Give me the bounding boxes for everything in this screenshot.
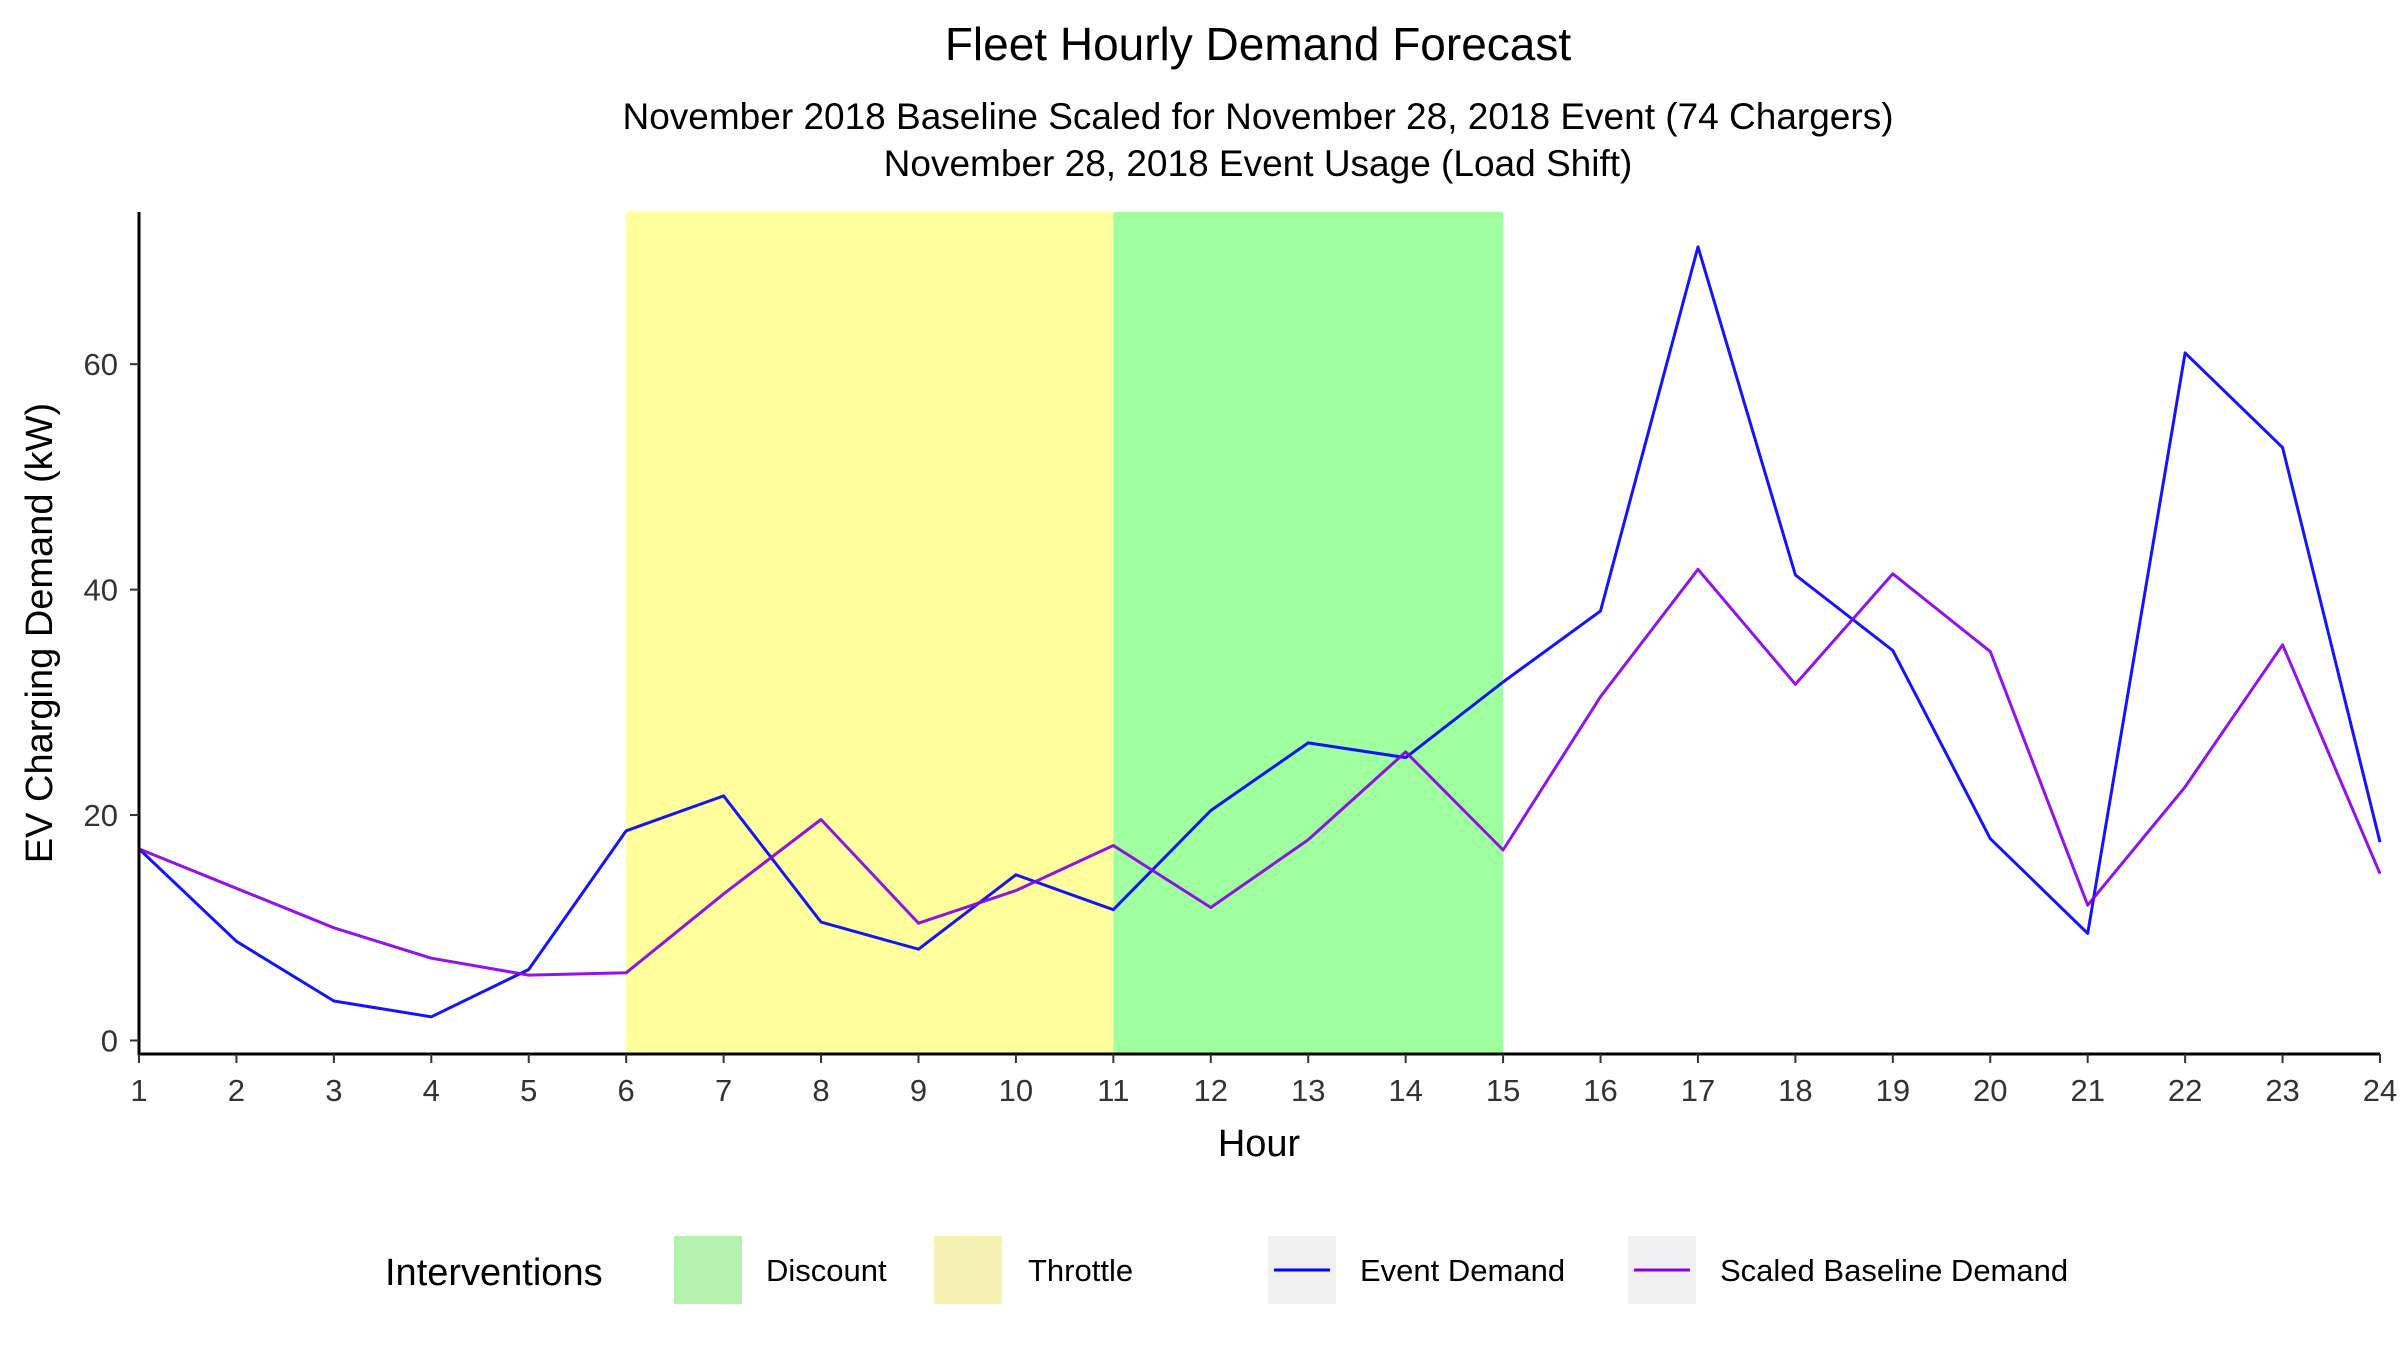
- x-axis-ticks: 1 2 3 4 5 6 7 8 9 10 11 12 13 14 15 16 17 18 19 20 21 22 23 24: [130, 1054, 2397, 1108]
- x-tick-label-12: 12: [1194, 1073, 1228, 1108]
- series-line-scaled-baseline-demand: [138, 567, 2382, 977]
- x-tick-label-15: 15: [1486, 1073, 1520, 1108]
- legend-label-throttle: Throttle: [1028, 1253, 1133, 1288]
- x-tick-label-19: 19: [1876, 1073, 1910, 1108]
- intervention-bands: [626, 212, 1504, 1054]
- legend: Interventions Discount Throttle Event De…: [385, 1236, 2068, 1304]
- series-lines: [137, 245, 2382, 1019]
- band-throttle: [626, 212, 1114, 1054]
- x-tick-label-16: 16: [1583, 1073, 1617, 1108]
- x-tick-label-21: 21: [2070, 1073, 2104, 1108]
- y-axis-title: EV Charging Demand (kW): [19, 403, 61, 863]
- x-tick-label-11: 11: [1097, 1073, 1129, 1108]
- x-tick-label-20: 20: [1973, 1073, 2007, 1108]
- x-tick-label-8: 8: [812, 1073, 829, 1108]
- x-tick-label-9: 9: [910, 1073, 927, 1108]
- x-tick-label-17: 17: [1681, 1073, 1715, 1108]
- chart-subtitle-line-2: November 28, 2018 Event Usage (Load Shif…: [884, 143, 1633, 184]
- legend-key-throttle: [934, 1236, 1002, 1304]
- y-tick-label-40: 40: [84, 573, 118, 608]
- x-tick-label-5: 5: [520, 1073, 537, 1108]
- legend-title: Interventions: [385, 1252, 603, 1294]
- x-tick-label-10: 10: [999, 1073, 1033, 1108]
- legend-label-event-demand: Event Demand: [1360, 1253, 1565, 1288]
- x-tick-label-3: 3: [325, 1073, 342, 1108]
- x-tick-label-6: 6: [618, 1073, 635, 1108]
- chart-subtitle-line-1: November 2018 Baseline Scaled for Novemb…: [622, 96, 1893, 137]
- y-tick-label-0: 0: [101, 1023, 118, 1058]
- x-tick-label-18: 18: [1778, 1073, 1812, 1108]
- y-tick-label-60: 60: [84, 347, 118, 382]
- chart-title: Fleet Hourly Demand Forecast: [945, 18, 1572, 70]
- x-tick-label-1: 1: [130, 1073, 147, 1108]
- x-axis-title: Hour: [1218, 1123, 1301, 1165]
- legend-key-discount: [674, 1236, 742, 1304]
- x-tick-label-22: 22: [2168, 1073, 2202, 1108]
- x-tick-label-7: 7: [715, 1073, 732, 1108]
- legend-label-discount: Discount: [766, 1253, 887, 1288]
- y-axis-ticks: 0 20 40 60: [84, 347, 139, 1058]
- x-tick-label-23: 23: [2265, 1073, 2299, 1108]
- legend-label-scaled-baseline-demand: Scaled Baseline Demand: [1720, 1253, 2068, 1288]
- x-tick-label-24: 24: [2363, 1073, 2397, 1108]
- series-line-event-demand: [137, 245, 2382, 1019]
- x-tick-label-13: 13: [1291, 1073, 1325, 1108]
- x-tick-label-14: 14: [1388, 1073, 1422, 1108]
- x-tick-label-2: 2: [228, 1073, 245, 1108]
- band-discount: [1113, 212, 1504, 1054]
- y-tick-label-20: 20: [84, 798, 118, 833]
- x-tick-label-4: 4: [423, 1073, 440, 1108]
